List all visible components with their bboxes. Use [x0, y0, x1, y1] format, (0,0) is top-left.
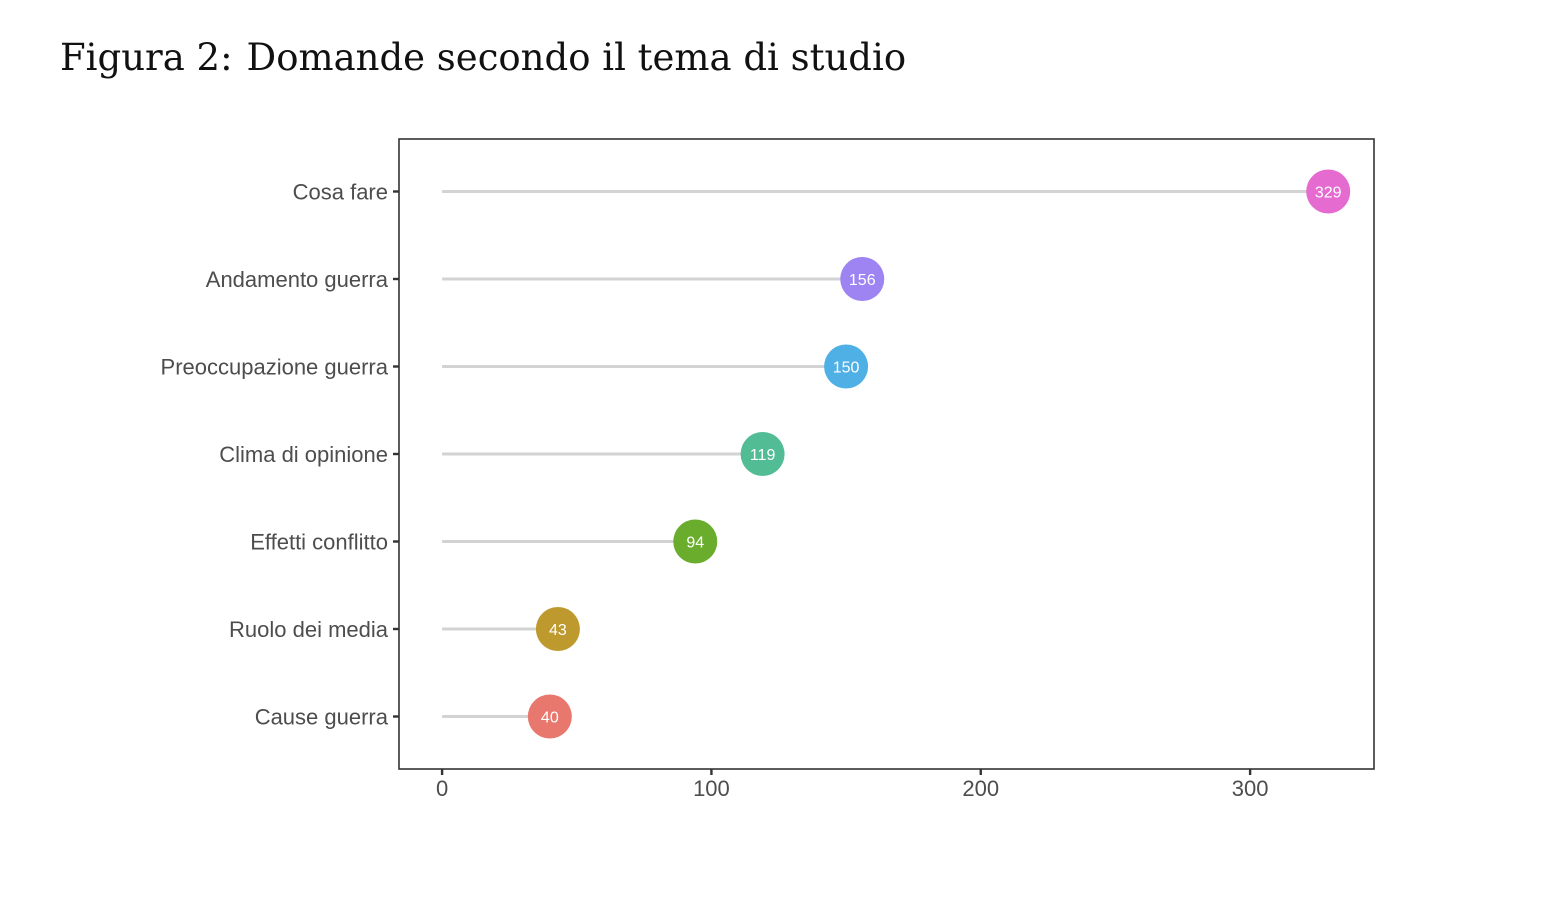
- y-axis: Cosa fare Andamento guerra Preoccupazione …: [161, 180, 399, 730]
- figure-title: Domande secondo il tema di studio: [246, 36, 907, 79]
- category-label-4: Effetti conflitto: [250, 530, 388, 555]
- category-label-5: Ruolo dei media: [229, 617, 389, 642]
- category-label-0: Cosa fare: [293, 180, 388, 205]
- point-label-4: 94: [686, 535, 704, 552]
- point-label-2: 150: [833, 360, 860, 377]
- point-label-0: 329: [1315, 185, 1342, 202]
- point-label-6: 40: [541, 710, 559, 727]
- category-label-1: Andamento guerra: [206, 267, 389, 292]
- x-tick-label-2: 200: [962, 776, 999, 801]
- point-3: [740, 432, 785, 476]
- point-1: [840, 257, 885, 301]
- category-label-3: Clima di opinione: [219, 442, 388, 467]
- point-5: [535, 607, 580, 651]
- point-2: [824, 344, 869, 389]
- point-label-1: 156: [849, 272, 876, 289]
- x-axis: 0 100 200 300: [436, 769, 1268, 801]
- x-tick-label-1: 100: [693, 776, 730, 801]
- category-label-2: Preoccupazione guerra: [161, 355, 389, 380]
- point-0: [1306, 169, 1351, 214]
- points-layer: 329 156 150 119 94 43 40: [527, 169, 1351, 739]
- point-label-5: 43: [549, 622, 567, 639]
- x-tick-label-0: 0: [436, 776, 448, 801]
- point-4: [673, 519, 718, 564]
- figure-number: Figura 2:: [60, 36, 233, 79]
- figure-caption: Figura 2: Domande secondo il tema di stud…: [60, 36, 906, 79]
- point-6: [527, 694, 572, 739]
- point-label-3: 119: [750, 447, 776, 464]
- category-label-6: Cause guerra: [255, 705, 389, 730]
- x-tick-label-3: 300: [1232, 776, 1269, 801]
